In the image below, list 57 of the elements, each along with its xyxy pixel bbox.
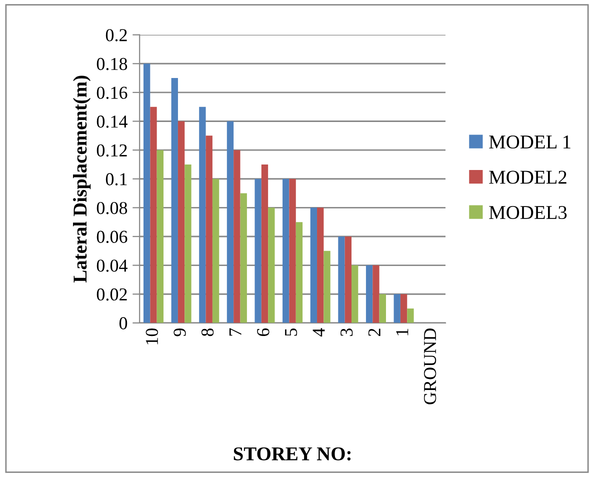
bar <box>184 164 192 323</box>
bar <box>352 265 358 323</box>
bar <box>268 208 275 323</box>
bar <box>394 294 400 323</box>
y-tick-label: 0.18 <box>96 58 128 70</box>
y-tick-label: 0.06 <box>96 230 128 244</box>
bar <box>240 193 247 323</box>
bar <box>338 236 345 323</box>
y-tick-label: 0.12 <box>96 144 127 157</box>
bar <box>234 150 240 323</box>
bar <box>317 208 324 323</box>
x-tick-label: 9 <box>174 328 186 336</box>
x-tick-label: 10 <box>146 328 158 344</box>
bar <box>206 136 212 323</box>
bar <box>143 64 150 323</box>
x-tick-label: 7 <box>229 328 242 336</box>
bar <box>344 236 352 323</box>
y-tick-label: 0.04 <box>96 260 128 272</box>
bar <box>178 121 185 323</box>
y-tick-label: 0.08 <box>96 202 128 214</box>
x-tick-label: GROUND <box>424 328 436 404</box>
legend-label: MODEL3 <box>489 206 567 220</box>
y-tick-label: 0.16 <box>96 86 128 99</box>
legend-label: MODEL2 <box>489 170 566 184</box>
bar <box>379 294 386 323</box>
bar <box>199 106 206 323</box>
bar <box>171 78 178 323</box>
bar <box>156 150 164 323</box>
bar <box>324 250 330 323</box>
y-tick-label: 0.02 <box>96 288 127 301</box>
x-tick-label: 3 <box>340 328 353 336</box>
x-tick-label: 6 <box>257 328 270 336</box>
x-tick-label: 4 <box>312 328 325 336</box>
bar <box>261 164 268 323</box>
x-tick-label: 8 <box>201 328 214 336</box>
bar <box>296 222 303 323</box>
bar <box>212 178 220 323</box>
x-axis-title: STOREY NO: <box>234 447 351 460</box>
y-axis-title: Lateral Displacement(m) <box>73 76 91 282</box>
bar <box>372 265 380 323</box>
x-tick-label: 2 <box>368 328 380 336</box>
bar <box>289 178 296 323</box>
bar <box>254 178 262 323</box>
x-tick-label: 1 <box>396 328 408 336</box>
bar <box>310 208 318 323</box>
y-tick-label: 0.2 <box>106 29 127 42</box>
legend-label: MODEL 1 <box>489 135 570 149</box>
y-tick-label: 0.14 <box>96 116 128 128</box>
y-tick-label: 0 <box>119 317 128 330</box>
bar <box>282 178 290 323</box>
bar <box>407 308 414 323</box>
bar <box>150 106 157 323</box>
bar <box>400 294 408 323</box>
y-tick-label: 0.1 <box>106 173 127 186</box>
bar <box>366 265 373 323</box>
bar <box>226 121 234 323</box>
x-tick-label: 5 <box>285 328 298 336</box>
